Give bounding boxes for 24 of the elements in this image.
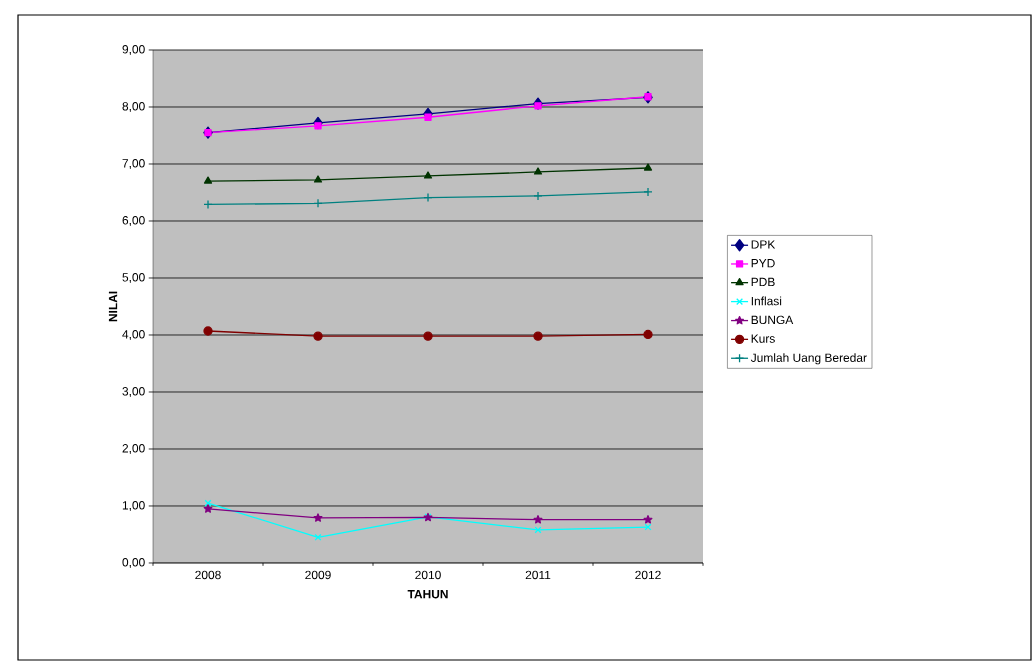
y-tick-label: 8,00 — [122, 102, 145, 112]
x-tick-label: 2008 — [195, 570, 221, 580]
y-tick-label: 7,00 — [122, 159, 145, 169]
x-tick-label: 2012 — [635, 570, 661, 580]
x-tick-label: 2009 — [305, 570, 331, 580]
legend-label: PDB — [751, 277, 775, 287]
legend-label: Inflasi — [751, 296, 782, 306]
y-tick-label: 2,00 — [122, 444, 145, 454]
x-axis-title: TAHUN — [407, 590, 448, 599]
x-tick-label: 2010 — [415, 570, 441, 580]
legend-label: BUNGA — [751, 315, 794, 325]
y-tick-label: 1,00 — [122, 501, 145, 511]
y-axis-title: NILAI — [108, 291, 118, 322]
legend-label: DPK — [751, 240, 776, 249]
y-tick-label: 0,00 — [122, 558, 145, 568]
x-tick-label: 2011 — [525, 570, 551, 580]
legend-label: Kurs — [751, 334, 775, 343]
y-tick-label: 4,00 — [122, 330, 145, 340]
legend-label: Jumlah Uang Beredar — [750, 353, 867, 365]
y-tick-label: 5,00 — [122, 273, 145, 283]
legend-label: PYD — [751, 259, 775, 268]
y-tick-label: 6,00 — [122, 216, 145, 226]
y-tick-label: 3,00 — [122, 387, 145, 397]
y-tick-label: 9,00 — [122, 45, 145, 55]
